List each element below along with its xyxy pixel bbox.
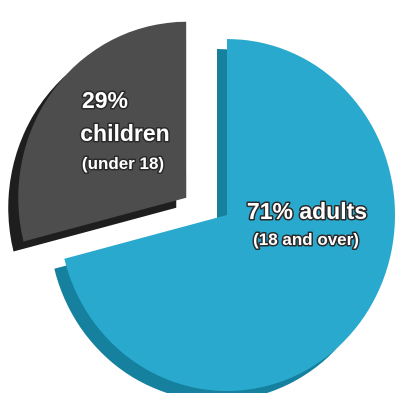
adults-label: 71% adults [247, 198, 367, 224]
pie-slices [8, 21, 396, 393]
children-sublabel: (under 18) [82, 154, 164, 173]
children-label: children [80, 120, 169, 146]
adults-slice [64, 39, 396, 391]
children-slice [18, 21, 187, 242]
adults-sublabel: (18 and over) [253, 230, 359, 249]
children-percent-label: 29% [82, 87, 128, 113]
